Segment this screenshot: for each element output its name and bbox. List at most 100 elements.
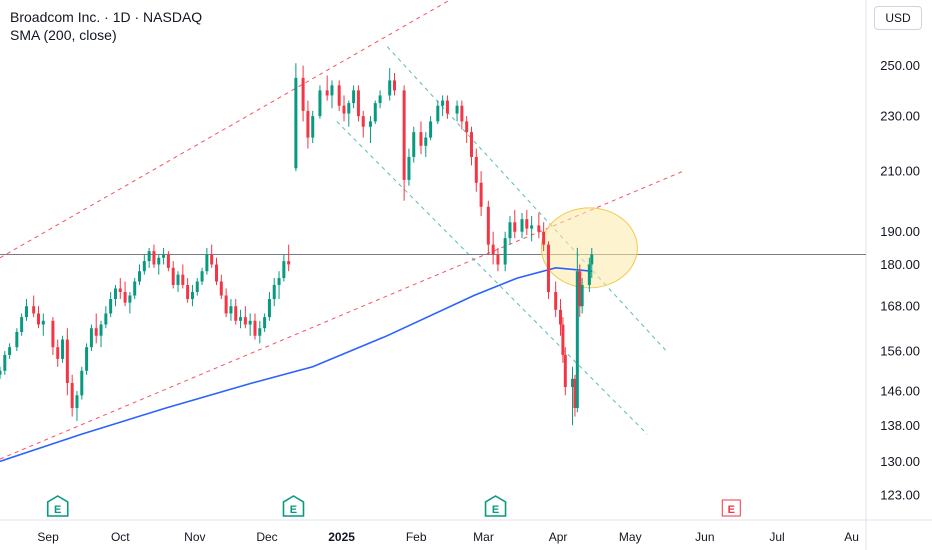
candle [258,320,262,344]
candle [402,85,406,201]
candle-body [8,347,12,355]
candle [455,100,459,122]
candle-body [80,370,84,396]
candle-body [36,313,40,325]
candle-body [325,90,329,96]
candle-body [542,231,546,245]
candle-body [89,328,93,348]
tick-labels-layer: 250.00 230.00 210.00 190.00 180.00 168.00 156.… [37,58,920,544]
candle [546,241,550,300]
candle [104,306,108,329]
currency-button[interactable]: USD [874,6,922,30]
earnings-badge [46,495,69,517]
candle [210,244,214,268]
indicator-label[interactable]: SMA (200, close) [10,27,117,43]
candle [32,295,36,318]
candle-body [558,309,562,325]
earnings-badge [282,495,305,517]
x-tick-label: Jul [769,530,784,544]
candle-body [530,225,534,229]
candle [537,212,541,239]
candle [573,374,577,417]
candle-body [486,206,490,245]
candle-body [157,257,161,265]
earnings-marker[interactable]: E [484,495,507,517]
candle [424,132,428,157]
candle [94,313,98,344]
candle-body [147,251,151,262]
candle [3,351,7,375]
candle [445,95,449,119]
candle-body [294,77,298,169]
candle-body [301,77,305,111]
candle [75,391,79,421]
candle [70,374,74,417]
candle [542,222,546,252]
candle [520,212,524,239]
candle-body [393,80,397,91]
candle [239,309,243,329]
candle [368,116,372,144]
y-tick-label: 168.00 [880,299,920,314]
x-tick-label: Nov [184,530,205,544]
candle [118,278,122,300]
candle [56,339,60,367]
candle-body [573,378,577,408]
candle-body [253,320,257,336]
candle [24,299,28,321]
candle-body [578,271,582,307]
candle-body [3,354,7,371]
candle [429,116,433,141]
candle [128,291,132,314]
candle [282,254,286,282]
candle [15,328,19,352]
candle-body [210,254,214,265]
candle [311,110,315,144]
candle-body [474,156,478,183]
candle [85,343,89,375]
y-tick-label: 230.00 [880,109,920,124]
x-tick-label: Jun [695,530,714,544]
candle [318,85,322,119]
candle-body [224,295,228,314]
y-tick-label: 210.00 [880,164,920,179]
y-tick-label: 180.00 [880,257,920,272]
candle-body [239,317,243,321]
x-tick-label: Au [844,530,859,544]
earnings-marker[interactable]: E [282,495,305,517]
drawings-layer [0,0,866,460]
candle-body [520,219,524,232]
candle-body [267,299,271,318]
candle-body [402,90,406,180]
symbol-title[interactable]: Broadcom Inc. · 1D · NASDAQ [10,9,203,25]
candle [388,68,392,101]
candle [195,278,199,296]
candle [294,63,298,172]
earnings-marker[interactable]: E [46,495,69,517]
candle-body [388,80,392,96]
chart-legend: Broadcom Inc. · 1D · NASDAQ SMA (200, cl… [10,8,202,44]
candle [325,75,329,101]
x-tick-label: Apr [549,530,568,544]
candle [219,274,223,300]
candle-body [277,278,281,285]
candle [513,209,517,239]
candle [36,306,40,329]
candle [330,80,334,109]
candle-body [99,324,103,336]
candle-body [162,254,166,258]
candle-body [243,317,247,325]
earnings-marker[interactable]: E [721,499,741,517]
candle [89,324,93,352]
candle [378,90,382,109]
candle-body [138,271,142,282]
candle-body [56,347,60,359]
candle [8,343,12,359]
candle [234,299,238,325]
candle-body [575,271,579,408]
candle-body [537,225,541,232]
candle-body [525,219,529,229]
candle-body [152,251,156,265]
